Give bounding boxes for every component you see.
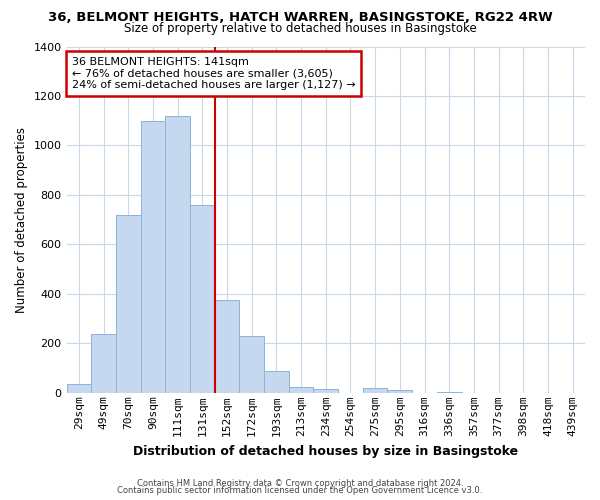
Bar <box>140 120 165 393</box>
Y-axis label: Number of detached properties: Number of detached properties <box>15 126 28 312</box>
Text: 36, BELMONT HEIGHTS, HATCH WARREN, BASINGSTOKE, RG22 4RW: 36, BELMONT HEIGHTS, HATCH WARREN, BASIN… <box>47 11 553 24</box>
Bar <box>215 300 239 393</box>
Bar <box>313 389 338 393</box>
Bar <box>239 336 264 393</box>
Bar <box>165 116 190 393</box>
Bar <box>190 205 215 393</box>
Text: Contains HM Land Registry data © Crown copyright and database right 2024.: Contains HM Land Registry data © Crown c… <box>137 478 463 488</box>
Bar <box>437 392 461 393</box>
Text: Contains public sector information licensed under the Open Government Licence v3: Contains public sector information licen… <box>118 486 482 495</box>
X-axis label: Distribution of detached houses by size in Basingstoke: Distribution of detached houses by size … <box>133 444 518 458</box>
Bar <box>264 370 289 393</box>
Bar <box>388 390 412 393</box>
Bar <box>363 388 388 393</box>
Bar <box>67 384 91 393</box>
Text: Size of property relative to detached houses in Basingstoke: Size of property relative to detached ho… <box>124 22 476 35</box>
Bar <box>116 214 140 393</box>
Bar <box>289 386 313 393</box>
Bar <box>91 334 116 393</box>
Text: 36 BELMONT HEIGHTS: 141sqm
← 76% of detached houses are smaller (3,605)
24% of s: 36 BELMONT HEIGHTS: 141sqm ← 76% of deta… <box>72 57 355 90</box>
